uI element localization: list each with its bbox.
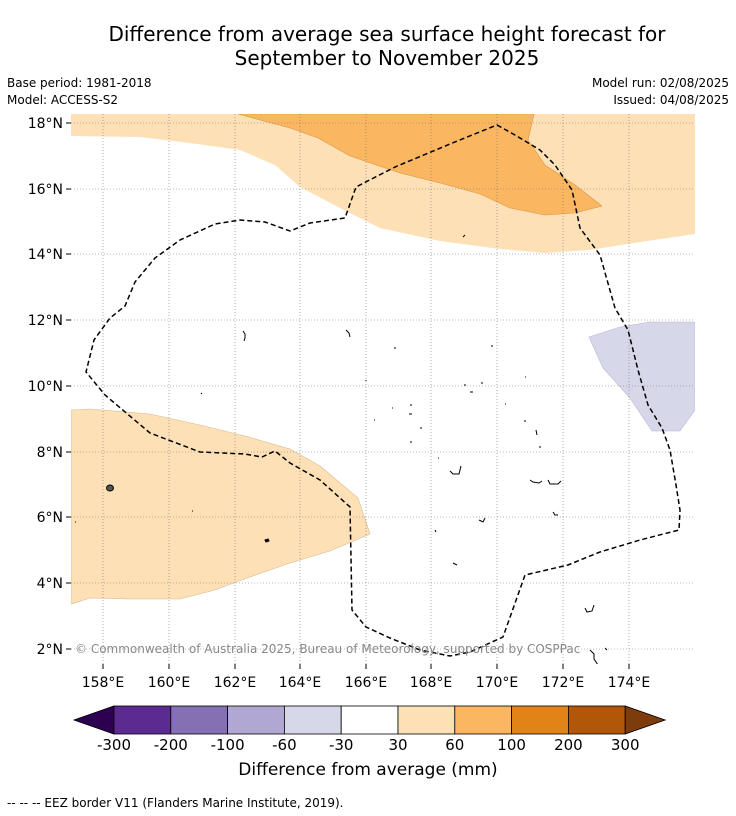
islands [75, 234, 608, 664]
copyright-text: © Commonwealth of Australia 2025, Bureau… [75, 642, 580, 656]
colorbar-tick-label: 100 [497, 736, 526, 754]
colorbar-segment [340, 705, 399, 735]
lon-label: 160°E [148, 675, 191, 691]
map-plot-area: © Commonwealth of Australia 2025, Bureau… [71, 114, 695, 664]
colorbar-extend-high [624, 705, 667, 735]
anomaly-region-30-60-southwest [71, 408, 371, 605]
eez-border [85, 124, 681, 657]
colorbar-segment [113, 705, 172, 735]
colorbar-tick-label: -300 [96, 736, 132, 754]
colorbar-title: Difference from average (mm) [238, 760, 498, 780]
lon-label: 168°E [410, 675, 453, 691]
latitude-labels: 18°N 16°N 14°N 12°N 10°N 8°N 6°N 4°N 2°N [28, 116, 63, 658]
lat-label: 2°N [37, 642, 63, 658]
lat-label: 12°N [28, 313, 63, 329]
anomaly-region-neg30-neg60-east [588, 321, 695, 432]
colorbar-segment [397, 705, 456, 735]
lon-label: 164°E [279, 675, 322, 691]
title-line-2: September to November 2025 [234, 46, 540, 70]
lat-label: 4°N [37, 576, 63, 592]
colorbar-tick-label: -100 [210, 736, 245, 754]
colorbar-tick-label: 300 [610, 736, 640, 754]
colorbar [72, 705, 667, 735]
colorbar-segment [511, 705, 569, 735]
chart-title: Difference from average sea surface heig… [0, 22, 736, 70]
lon-label: 172°E [542, 675, 585, 691]
colorbar-tick-label: 200 [554, 736, 583, 754]
base-period: Base period: 1981-2018 [7, 76, 152, 90]
lat-label: 6°N [37, 510, 63, 526]
lat-label: 10°N [28, 379, 63, 395]
colorbar-segment [568, 705, 626, 735]
anomaly-region-60-100-north [237, 114, 603, 216]
lon-label: 158°E [82, 675, 125, 691]
colorbar-segment [454, 705, 512, 735]
map-figure: © Commonwealth of Australia 2025, Bureau… [28, 114, 695, 735]
lon-label: 174°E [608, 675, 651, 691]
title-line-1: Difference from average sea surface heig… [108, 22, 666, 46]
lat-label: 16°N [28, 182, 63, 198]
colorbar-tick-label: -60 [272, 736, 297, 754]
model-run: Model run: 02/08/2025 [591, 76, 729, 90]
colorbar-extend-low [72, 705, 115, 735]
eez-legend-note: -- -- -- EEZ border V11 (Flanders Marine… [7, 796, 344, 810]
colorbar-segment [227, 705, 285, 735]
lon-label: 170°E [476, 675, 519, 691]
colorbar-tick-label: 30 [388, 736, 408, 754]
longitude-labels: 158°E 160°E 162°E 164°E 166°E 168°E 170°… [82, 675, 651, 691]
lon-label: 162°E [214, 675, 257, 691]
model-name: Model: ACCESS-S2 [7, 93, 119, 107]
lat-label: 8°N [37, 445, 63, 461]
colorbar-tick-label: 60 [445, 736, 465, 754]
tick-marks [66, 122, 630, 669]
lon-label: 166°E [345, 675, 388, 691]
colorbar-tick-label: -30 [328, 736, 354, 754]
lat-label: 18°N [28, 116, 63, 132]
issued-date: Issued: 04/08/2025 [613, 93, 729, 107]
colorbar-segment [283, 705, 342, 735]
colorbar-tick-label: -200 [153, 736, 188, 754]
lat-label: 14°N [28, 247, 63, 263]
map-gridlines [71, 114, 695, 664]
colorbar-segment [170, 705, 229, 735]
